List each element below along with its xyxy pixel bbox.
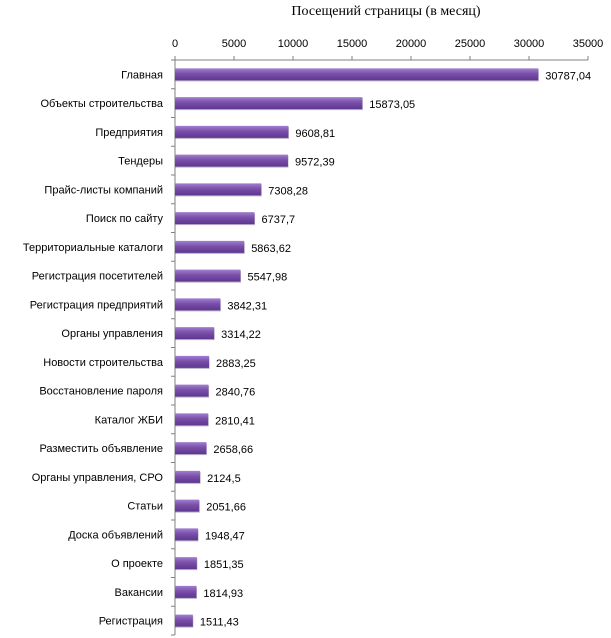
data-label: 1851,35 (204, 559, 244, 571)
category-label: Каталог ЖБИ (95, 414, 163, 426)
x-tick-label: 30000 (514, 38, 545, 50)
category-label: Новости строительства (43, 357, 164, 369)
category-label: Вакансии (115, 587, 164, 599)
x-tick-label: 10000 (278, 38, 309, 50)
bar (175, 384, 209, 397)
category-label: Доска объявлений (68, 529, 163, 541)
data-label: 5863,62 (251, 243, 291, 255)
data-label: 7308,28 (268, 185, 308, 197)
x-tick-label: 35000 (573, 38, 604, 50)
category-label: Прайс-листы компаний (44, 184, 163, 196)
bar (175, 125, 289, 138)
data-label: 15873,05 (369, 99, 415, 111)
data-label: 2124,5 (207, 473, 241, 485)
bar (175, 97, 363, 110)
category-label: Статьи (127, 501, 163, 513)
x-tick-label: 25000 (455, 38, 486, 50)
category-label: Регистрация (99, 616, 163, 628)
chart-title: Посещений страницы (в месяц) (291, 4, 480, 19)
category-label: Органы управления, СРО (32, 472, 164, 484)
category-label: Органы управления (61, 328, 163, 340)
bar (175, 585, 197, 598)
bar (175, 442, 207, 455)
data-label: 2051,66 (206, 502, 246, 514)
bar (175, 298, 221, 311)
x-tick-label: 0 (172, 38, 178, 50)
data-label: 3314,22 (221, 329, 261, 341)
bars (175, 68, 539, 628)
data-label: 9572,39 (295, 157, 335, 169)
bar (175, 413, 209, 426)
category-label: Разместить объявление (39, 443, 163, 455)
bar (175, 355, 210, 368)
bar (175, 68, 539, 81)
category-label: Объекты строительства (40, 98, 163, 110)
x-tick-label: 5000 (222, 38, 246, 50)
axes (171, 59, 588, 636)
data-label: 1948,47 (205, 530, 245, 542)
category-label: Восстановление пароля (39, 386, 163, 398)
category-label: Регистрация предприятий (30, 299, 163, 311)
data-label: 5547,98 (247, 272, 287, 284)
bar (175, 154, 288, 167)
category-labels: Главная Объекты строительства Предприятия Т… (23, 69, 164, 627)
bar (175, 614, 193, 627)
bar (175, 240, 245, 253)
category-label: Тендеры (118, 156, 163, 168)
x-tick-label: 15000 (337, 38, 368, 50)
data-label: 2840,76 (216, 387, 256, 399)
data-label: 2883,25 (216, 358, 256, 370)
value-labels: 30787,04 15873,05 9608,81 9572,39 7308,28 673… (200, 70, 591, 628)
category-label: Территориальные каталоги (23, 242, 163, 254)
bar (175, 183, 262, 196)
category-label: Предприятия (95, 127, 163, 139)
data-label: 6737,7 (262, 214, 296, 226)
bar (175, 269, 241, 282)
data-label: 1814,93 (203, 588, 243, 600)
x-tick-label: 20000 (396, 38, 427, 50)
bar (175, 470, 201, 483)
bar (175, 499, 200, 512)
data-label: 9608,81 (295, 128, 335, 140)
category-label: Поиск по сайту (86, 213, 164, 225)
category-label: Главная (121, 69, 163, 81)
data-label: 30787,04 (545, 70, 591, 82)
data-label: 2658,66 (213, 444, 253, 456)
data-label: 1511,43 (200, 617, 239, 629)
bar (175, 528, 198, 541)
category-label: Регистрация посетителей (32, 271, 163, 283)
bar (175, 212, 255, 225)
category-label: О проекте (111, 558, 163, 570)
bar (175, 327, 215, 340)
data-label: 2810,41 (215, 415, 255, 427)
data-label: 3842,31 (227, 300, 267, 312)
x-axis-ticks: 0 5000 10000 15000 20000 25000 30000 35000 (172, 38, 603, 60)
bar (175, 557, 197, 570)
